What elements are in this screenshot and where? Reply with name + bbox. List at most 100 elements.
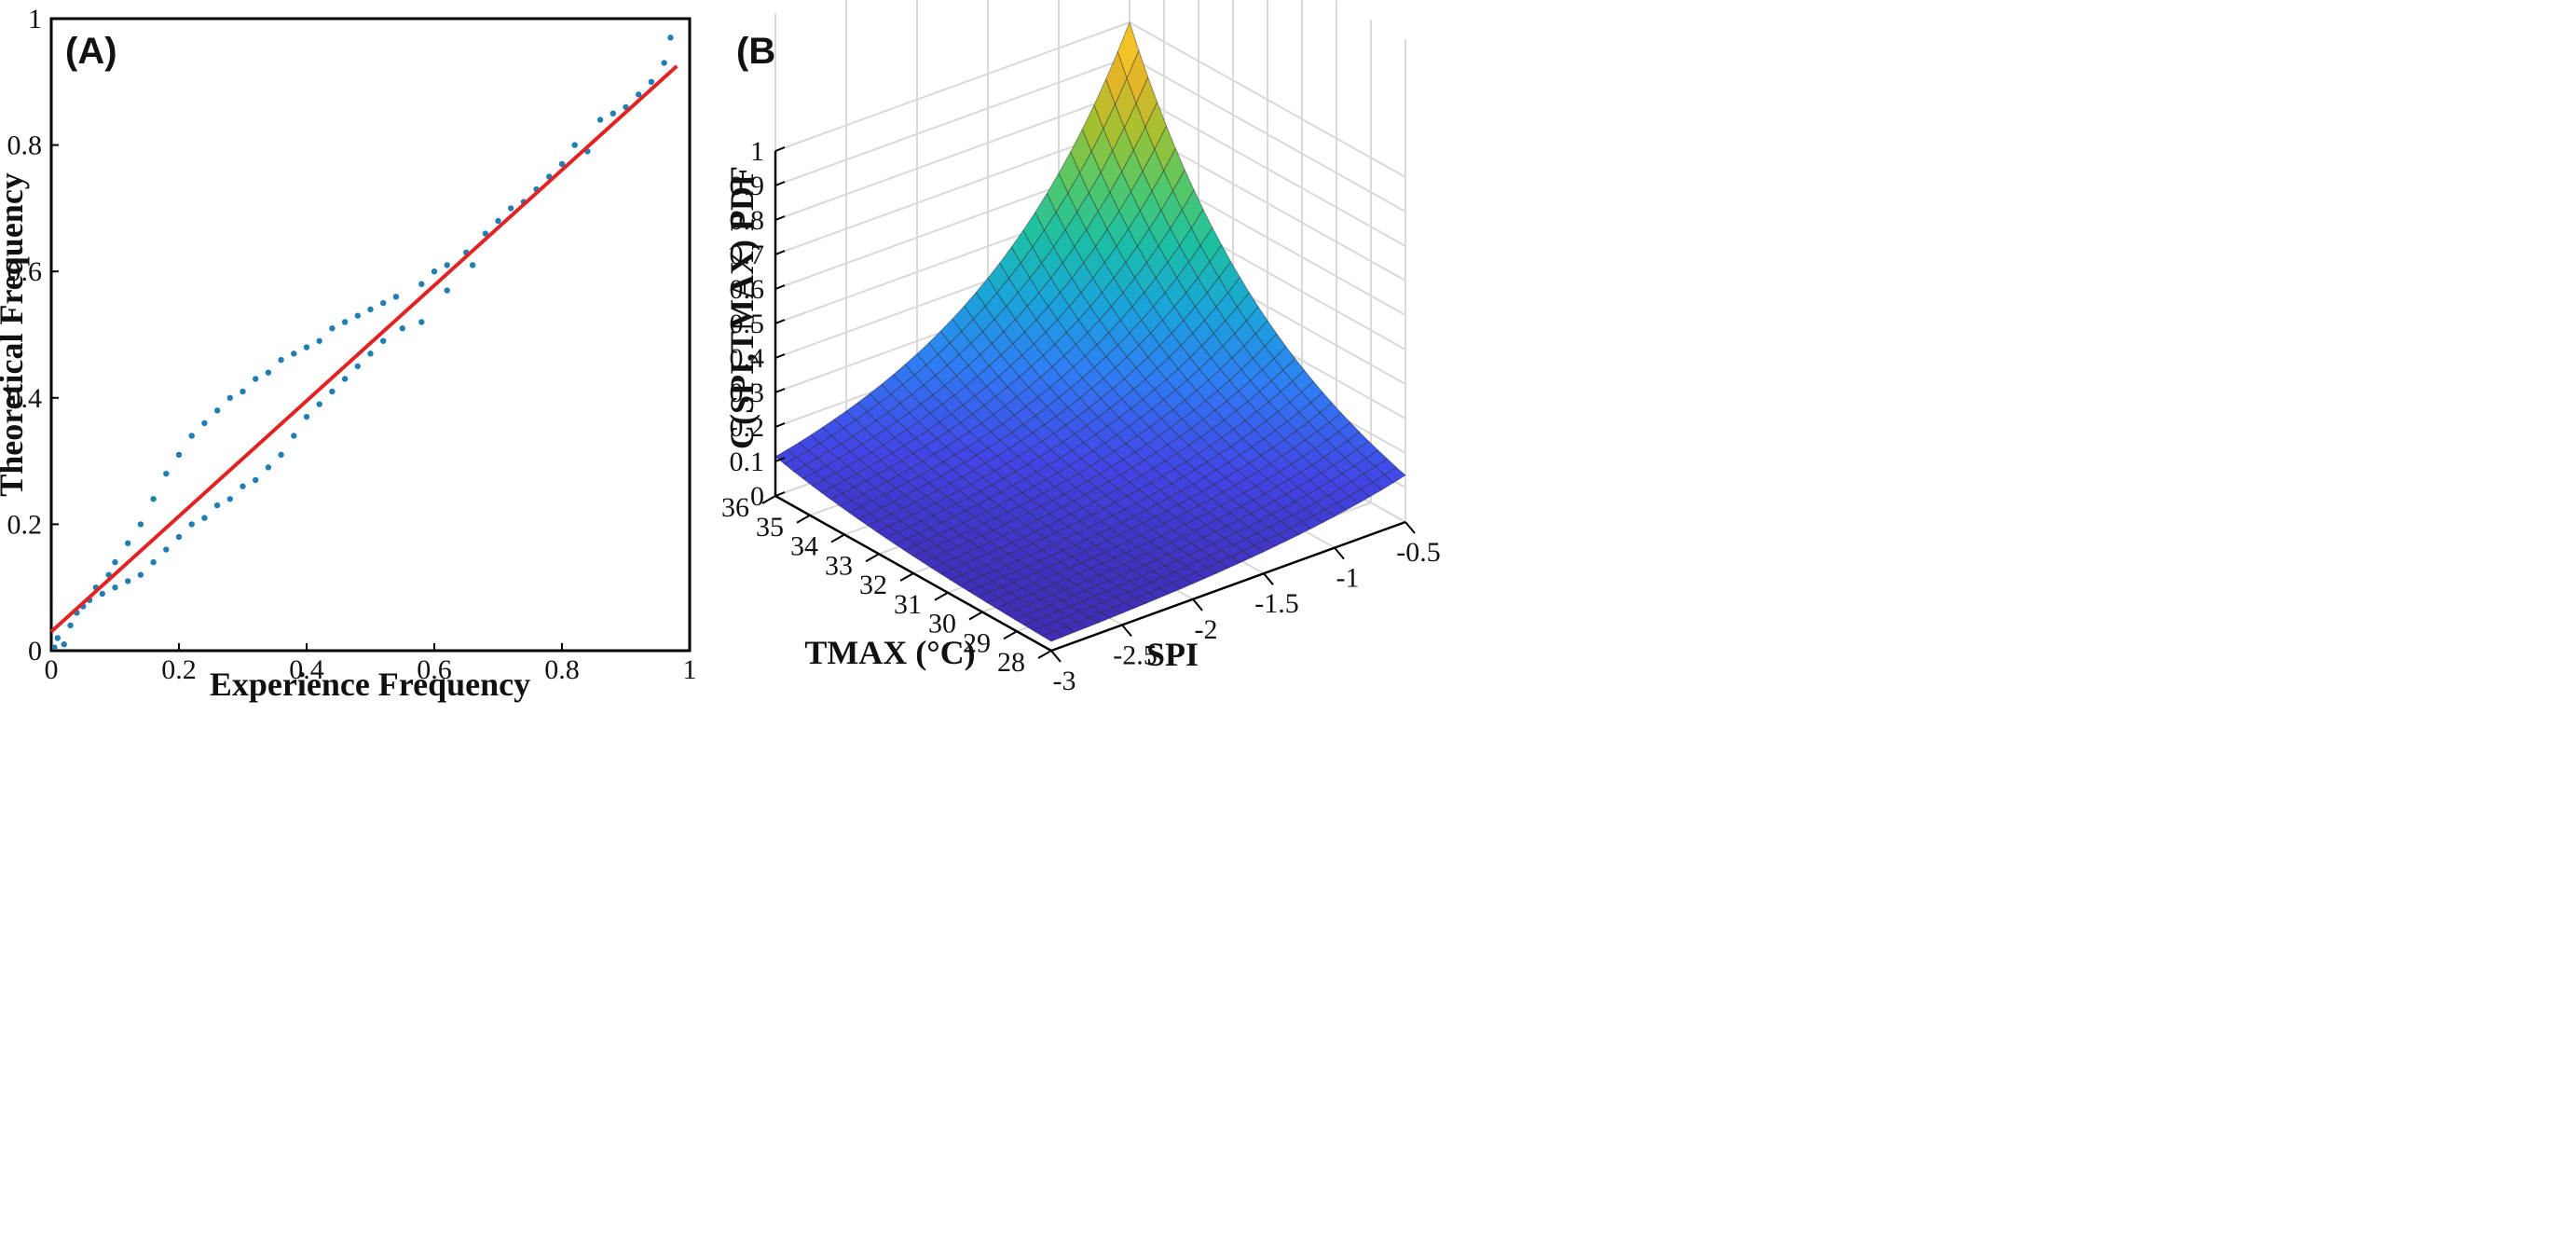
- spi-axis-label: SPI: [1146, 636, 1199, 673]
- data-point: [341, 376, 349, 382]
- tmax-tick-label: 28: [997, 647, 1025, 678]
- data-point: [558, 160, 566, 168]
- data-point: [265, 369, 272, 376]
- spi-tick-mark: [1050, 650, 1062, 663]
- data-point: [399, 325, 405, 332]
- z-tick-label: 0.3: [730, 378, 765, 408]
- data-point: [316, 337, 322, 344]
- data-point: [418, 319, 425, 325]
- x-tick-label: 0.2: [161, 654, 197, 685]
- data-point: [661, 60, 667, 66]
- data-point: [329, 325, 336, 332]
- data-point: [367, 306, 374, 313]
- z-tick-mark: [774, 284, 786, 290]
- tmax-tick-mark: [899, 572, 914, 582]
- data-point: [329, 388, 336, 395]
- y-tick-label: 0.6: [7, 256, 43, 287]
- gridline: [774, 56, 1130, 186]
- tmax-tick-mark: [830, 533, 845, 543]
- z-tick-mark: [774, 491, 786, 497]
- spi-tick-mark: [1121, 624, 1132, 638]
- surface-chart-panel: (B) 00.10.20.30.40.50.60.70.80.91 282930…: [721, 0, 1441, 696]
- tmax-tick-mark: [968, 611, 983, 621]
- z-tick-label: 0.2: [730, 412, 765, 443]
- data-point: [291, 351, 297, 357]
- data-point: [469, 262, 476, 268]
- data-point: [61, 641, 67, 648]
- z-tick-mark: [774, 353, 786, 359]
- spi-tick-mark: [1334, 546, 1345, 560]
- y-tick-label: 1: [28, 4, 42, 34]
- z-tick-mark: [774, 215, 786, 221]
- y-tick-label: 0: [28, 636, 42, 667]
- tmax-tick-label: 32: [859, 570, 887, 600]
- fit-line: [49, 64, 678, 634]
- x-tick-label: 0.8: [544, 654, 580, 685]
- data-point: [253, 376, 259, 382]
- data-point: [648, 78, 655, 86]
- data-point: [571, 142, 578, 148]
- data-point: [418, 281, 425, 287]
- x-axis-label: Experience Frequency: [210, 666, 530, 703]
- y-tick-label: 0.4: [7, 383, 43, 414]
- tmax-tick-mark: [934, 591, 949, 601]
- spi-tick-label: -1.5: [1254, 588, 1299, 619]
- spi-tick-label: -3: [1053, 666, 1076, 696]
- z-tick-label: 0: [750, 481, 764, 512]
- z-tick-mark: [774, 457, 786, 462]
- z-axis-ticks: 0 0.1 0.2 0.3 0.4 0.5 0.6 0.7 0.8 0.9 1: [730, 136, 786, 512]
- data-point: [444, 262, 450, 268]
- z-tick-mark: [774, 388, 786, 393]
- data-point: [392, 294, 400, 300]
- tmax-tick-label: 33: [825, 550, 853, 581]
- z-axis-label: C(SPI,TMAX) PDF: [723, 166, 760, 449]
- data-point: [431, 268, 438, 275]
- tmax-tick-label: 34: [790, 531, 818, 562]
- gridline: [774, 125, 1130, 255]
- tmax-tick-mark: [1037, 650, 1052, 659]
- z-tick-mark: [774, 146, 786, 152]
- data-point: [112, 558, 118, 566]
- spi-tick-label: -0.5: [1396, 537, 1441, 568]
- data-point: [163, 546, 170, 553]
- data-point: [444, 287, 450, 294]
- data-point: [150, 496, 157, 502]
- y-axis-ticks: 0 0.2 0.4 0.6 0.8 1: [7, 4, 59, 667]
- z-tick-label: 0.4: [730, 343, 765, 374]
- data-point: [67, 622, 74, 629]
- x-axis-ticks: 0 0.2 0.4 0.6 0.8 1: [45, 643, 697, 685]
- data-point: [278, 451, 284, 459]
- z-tick-label: 0.5: [730, 309, 765, 339]
- x-tick-label: 0: [45, 654, 59, 685]
- spi-axis-ticks: -3 -2.5 -2 -1.5 -1 -0.5: [1050, 521, 1441, 696]
- y-tick-label: 0.8: [7, 131, 43, 161]
- data-point: [175, 451, 183, 459]
- data-point: [316, 401, 322, 407]
- data-point: [508, 205, 514, 212]
- data-point: [188, 433, 195, 439]
- data-point: [667, 34, 674, 41]
- z-tick-mark: [774, 181, 786, 186]
- data-point: [341, 319, 349, 325]
- data-point: [51, 644, 58, 651]
- tmax-tick-label: 30: [928, 609, 956, 639]
- data-point: [201, 515, 208, 521]
- spi-axis-line: [1050, 520, 1406, 653]
- data-point: [188, 521, 195, 528]
- z-tick-label: 0.9: [730, 171, 765, 201]
- surface-patch: [1117, 21, 1140, 80]
- x-tick-label: 1: [683, 654, 697, 685]
- tmax-tick-mark: [761, 495, 776, 504]
- data-point: [213, 502, 221, 509]
- data-point: [367, 351, 374, 357]
- tmax-tick-label: 35: [756, 512, 784, 543]
- tmax-tick-label: 29: [963, 627, 991, 658]
- z-tick-label: 0.8: [730, 205, 765, 236]
- scatter-chart-panel: (A) 0 0.2 0.4 0.6 0.8 1 0 0.2 0.4 0.6 0.8 1 Experi…: [0, 4, 697, 703]
- tmax-tick-mark: [1003, 630, 1018, 640]
- z-tick-label: 0.7: [730, 240, 765, 270]
- data-point: [240, 483, 246, 489]
- tmax-tick-label: 36: [721, 492, 749, 523]
